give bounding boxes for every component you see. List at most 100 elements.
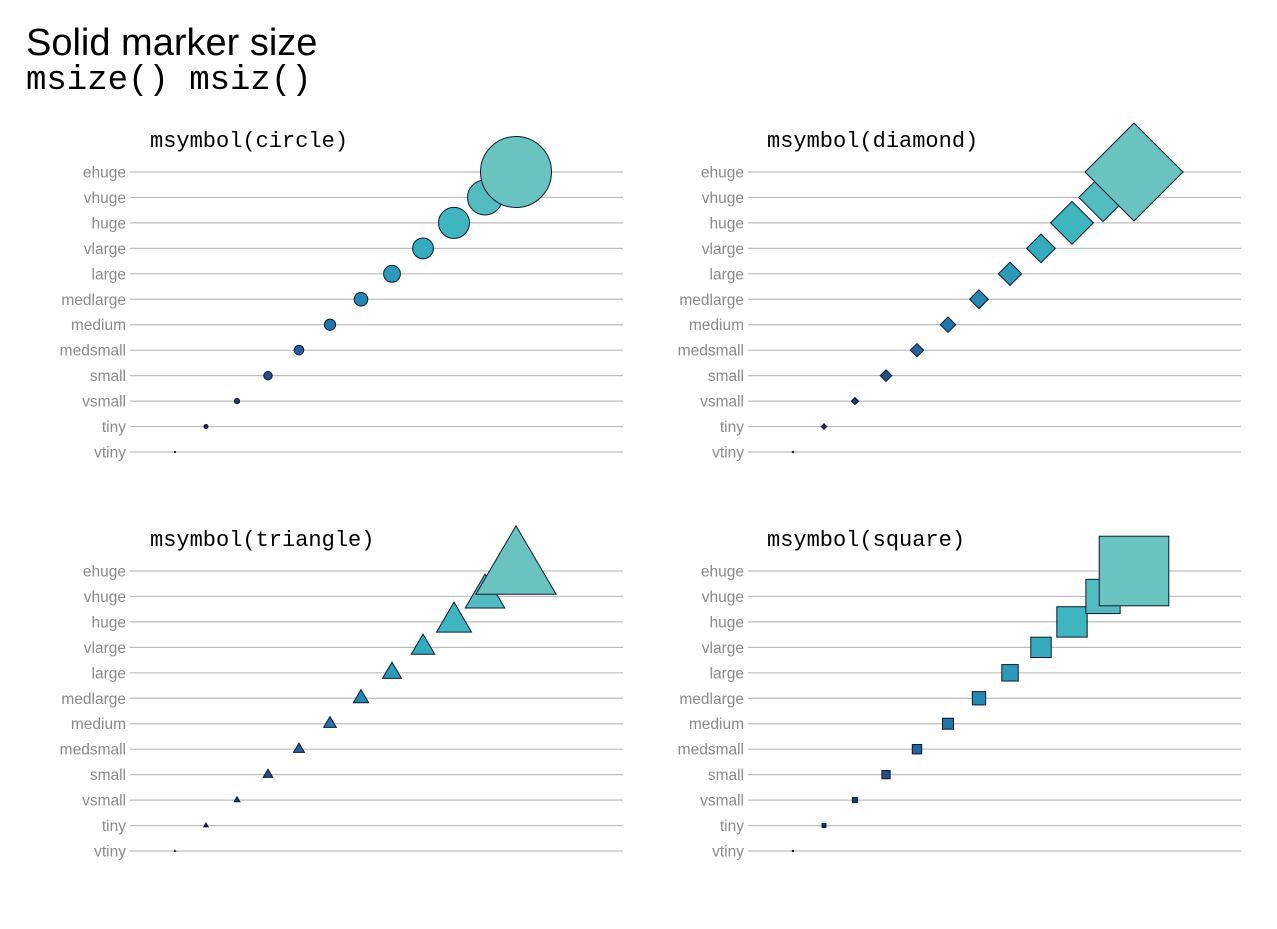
marker-vlarge <box>1030 636 1052 659</box>
y-tick-label: tiny <box>720 419 744 436</box>
marker-tiny <box>821 823 827 829</box>
y-tick-label: huge <box>710 614 744 631</box>
y-tick-label: vhuge <box>702 190 744 207</box>
y-tick-label: medlarge <box>679 691 744 708</box>
y-tick-label: vsmall <box>700 394 744 411</box>
marker-vsmall <box>851 797 859 804</box>
marker-medium <box>323 318 337 331</box>
panel-title: msymbol(diamond) <box>767 129 978 154</box>
marker-vlarge <box>1025 233 1057 264</box>
marker-vlarge <box>410 633 436 655</box>
y-tick-label: small <box>708 767 744 784</box>
y-tick-label: vlarge <box>84 640 126 657</box>
panel-title: msymbol(circle) <box>150 129 348 154</box>
marker-tiny <box>203 424 209 430</box>
marker-vtiny <box>791 450 795 454</box>
marker-medlarge <box>971 691 987 706</box>
panel-triangle: msymbol(triangle) vtiny tiny vsmall small med… <box>60 524 623 861</box>
y-tick-label: vtiny <box>94 445 126 462</box>
panel-title: msymbol(square) <box>767 528 965 553</box>
y-tick-label: vtiny <box>712 445 744 462</box>
marker-tiny <box>820 423 828 431</box>
y-tick-label: large <box>710 665 744 682</box>
marker-vsmall <box>233 795 241 803</box>
y-tick-label: huge <box>92 215 126 232</box>
marker-huge <box>1056 606 1088 638</box>
y-tick-label: tiny <box>102 419 126 436</box>
y-tick-label: medlarge <box>61 691 126 708</box>
marker-small <box>263 370 273 381</box>
y-tick-label: small <box>708 368 744 385</box>
y-tick-label: small <box>90 368 126 385</box>
marker-medsmall <box>292 742 306 753</box>
y-tick-label: vtiny <box>94 844 126 861</box>
y-tick-label: large <box>92 266 126 283</box>
y-tick-label: vsmall <box>700 793 744 810</box>
marker-ehuge <box>1084 122 1184 222</box>
y-tick-label: vlarge <box>702 640 744 657</box>
y-tick-label: large <box>92 665 126 682</box>
y-tick-label: vhuge <box>84 190 126 207</box>
figure-subtitle: msize() msiz() <box>26 62 312 100</box>
y-tick-label: vlarge <box>702 241 744 258</box>
y-tick-label: vsmall <box>82 394 126 411</box>
marker-medlarge <box>353 291 369 307</box>
marker-small <box>879 369 893 383</box>
y-tick-label: medsmall <box>678 343 744 360</box>
y-tick-label: medlarge <box>61 292 126 309</box>
marker-large <box>1001 664 1019 682</box>
marker-medlarge <box>352 688 370 704</box>
y-tick-label: medlarge <box>679 292 744 309</box>
marker-vlarge <box>412 237 434 260</box>
panel-title: msymbol(triangle) <box>150 528 374 553</box>
panel-diamond: msymbol(diamond) vtiny tiny vsmall small meds… <box>678 122 1241 462</box>
y-tick-label: vhuge <box>702 589 744 606</box>
y-tick-label: ehuge <box>83 564 126 581</box>
marker-large <box>997 261 1023 287</box>
y-tick-label: medsmall <box>60 343 126 360</box>
y-tick-label: tiny <box>102 818 126 835</box>
y-tick-label: medsmall <box>678 742 744 759</box>
y-tick-label: huge <box>92 614 126 631</box>
marker-medsmall <box>909 342 925 358</box>
marker-medsmall <box>293 344 305 356</box>
marker-small <box>262 768 274 778</box>
panel-square: msymbol(square) vtiny tiny vsmall small medsm… <box>678 528 1241 861</box>
y-tick-label: vtiny <box>712 844 744 861</box>
marker-medium <box>322 715 338 728</box>
y-tick-label: medium <box>689 317 744 334</box>
y-tick-label: medium <box>71 317 126 334</box>
marker-ehuge <box>480 136 552 208</box>
marker-vsmall <box>233 397 241 405</box>
marker-vtiny <box>173 450 177 454</box>
marker-small <box>881 770 891 780</box>
y-tick-label: huge <box>710 215 744 232</box>
marker-ehuge <box>475 524 557 595</box>
y-tick-label: vsmall <box>82 793 126 810</box>
marker-medsmall <box>911 743 923 755</box>
y-tick-label: medium <box>689 716 744 733</box>
marker-medium <box>939 316 957 334</box>
marker-huge <box>1049 200 1095 246</box>
y-tick-label: medium <box>71 716 126 733</box>
figure-title: Solid marker size <box>26 22 318 64</box>
marker-huge <box>438 206 470 239</box>
marker-tiny <box>202 822 210 828</box>
y-tick-label: small <box>90 767 126 784</box>
y-tick-label: vlarge <box>84 241 126 258</box>
y-tick-label: medsmall <box>60 742 126 759</box>
marker-vtiny <box>173 849 177 852</box>
marker-large <box>381 661 403 679</box>
y-tick-label: tiny <box>720 818 744 835</box>
y-tick-label: ehuge <box>83 165 126 182</box>
marker-vsmall <box>850 396 860 406</box>
y-tick-label: vhuge <box>84 589 126 606</box>
y-tick-label: ehuge <box>701 165 744 182</box>
y-tick-label: ehuge <box>701 564 744 581</box>
panel-circle: msymbol(circle) vtiny tiny vsmall small medsm… <box>60 129 623 462</box>
marker-medlarge <box>968 289 990 310</box>
y-tick-label: large <box>710 266 744 283</box>
marker-ehuge <box>1098 535 1170 607</box>
marker-medium <box>942 717 954 730</box>
marker-large <box>383 264 401 283</box>
